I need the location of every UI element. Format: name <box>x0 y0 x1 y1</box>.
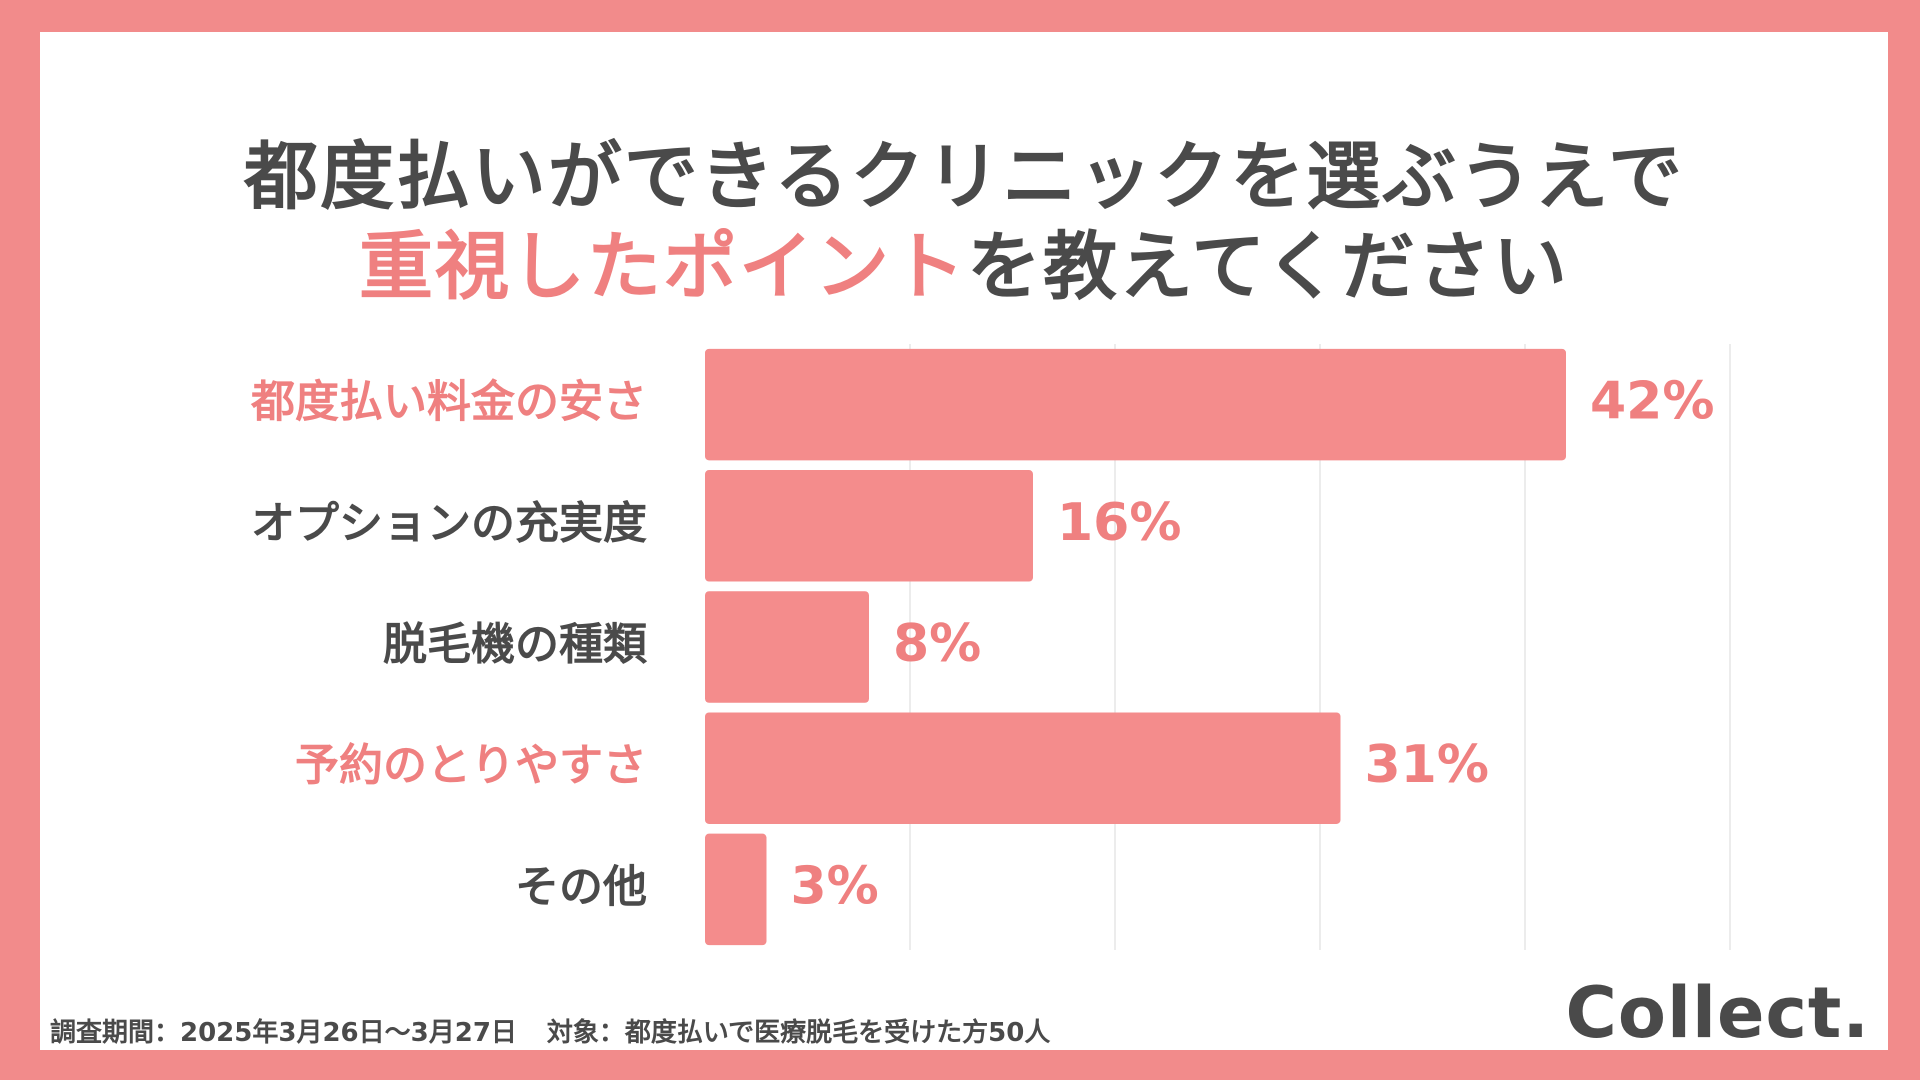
bar-chart: 都度払い料金の安さ 42% オプションの充実度 16% 脱毛機の種類 8% 予約のとりやすさ… <box>250 344 1731 950</box>
survey-note: 調査期間：2025年3月26日〜3月27日 対象：都度払いで医療脱毛を受けた方50… <box>50 1012 1050 1049</box>
chart-title-line1: 都度払いができるクリニックを選ぶうえで <box>243 134 1685 220</box>
card: 都度払いができるクリニックを選ぶうえで 重視したポイントを教えてください 都度払… <box>40 32 1888 1054</box>
category-label: 都度払い料金の安さ <box>250 377 647 428</box>
value-label: 8% <box>893 614 981 674</box>
value-label: 3% <box>791 856 879 916</box>
survey-target: 対象：都度払いで医療脱毛を受けた方50人 <box>546 1018 1051 1048</box>
bar <box>705 470 1033 582</box>
brand-logo: Collect. <box>1565 972 1870 1054</box>
chart-title-line2: 重視したポイントを教えてください <box>40 222 1888 312</box>
bar <box>705 833 767 946</box>
survey-period: 調査期間：2025年3月26日〜3月27日 <box>50 1018 517 1048</box>
chart-title-accent: 重視したポイント <box>358 224 967 310</box>
value-label: 42% <box>1590 372 1714 432</box>
value-label: 31% <box>1365 735 1489 795</box>
value-label: 16% <box>1057 493 1181 553</box>
bar <box>705 712 1341 824</box>
chart-title-rest: を教えてください <box>966 224 1570 310</box>
category-label: 脱毛機の種類 <box>383 619 648 670</box>
category-label: その他 <box>515 861 647 912</box>
bar <box>705 591 869 703</box>
category-label: 予約のとりやすさ <box>295 740 647 791</box>
category-label: オプションの充実度 <box>251 498 647 549</box>
bar <box>705 348 1566 461</box>
